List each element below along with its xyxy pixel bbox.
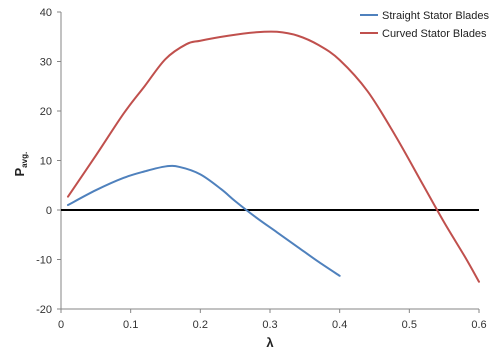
series-group <box>66 30 480 283</box>
y-axis-label-main: P <box>12 168 27 177</box>
y-tick-label: 20 <box>40 106 52 118</box>
x-tick-label: 0.4 <box>332 319 347 331</box>
y-tick-label: -20 <box>36 304 52 316</box>
tick-labels: -20 -10 0 10 20 30 40 0 0.1 0.2 0.3 0.4 0.5 0.6 <box>36 7 487 331</box>
legend: Straight Stator Blades Curved Stator Blad… <box>360 10 490 40</box>
x-tick-label: 0.2 <box>193 319 208 331</box>
axes <box>57 11 480 313</box>
legend-label-curved-stator-blades: Curved Stator Blades <box>382 28 487 40</box>
x-tick-label: 0.6 <box>471 319 486 331</box>
y-tick-label: 30 <box>40 57 52 69</box>
x-tick-label: 0 <box>58 319 64 331</box>
y-tick-label: -10 <box>36 255 52 267</box>
series-line-curved-stator-blades <box>66 30 480 283</box>
x-axis-label: λ <box>266 335 274 350</box>
y-axis-label-subscript: avg. <box>20 152 29 168</box>
x-tick-label: 0.1 <box>123 319 138 331</box>
y-tick-label: 0 <box>46 205 52 217</box>
series-line-straight-stator-blades <box>66 164 341 277</box>
legend-label-straight-stator-blades: Straight Stator Blades <box>382 10 490 22</box>
x-tick-label: 0.3 <box>262 319 277 331</box>
x-tick-label: 0.5 <box>402 319 417 331</box>
y-tick-label: 40 <box>40 7 52 19</box>
y-axis-label: Pavg. <box>12 152 29 177</box>
y-tick-label: 10 <box>40 156 52 168</box>
